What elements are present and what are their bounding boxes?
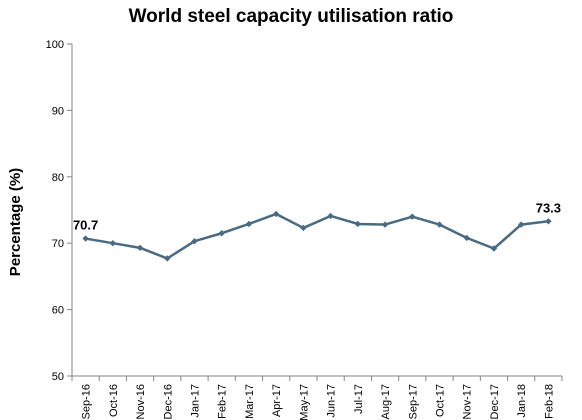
data-point-marker — [490, 245, 498, 252]
x-tick-label: Dec-16 — [162, 384, 174, 419]
data-point-marker — [300, 224, 307, 232]
x-tick-label: Jun-17 — [326, 384, 338, 418]
y-axis-title: Percentage (%) — [7, 168, 24, 276]
x-tick-label: Apr-17 — [271, 384, 283, 417]
data-point-marker — [436, 221, 443, 228]
x-tick-label: Nov-17 — [462, 384, 474, 419]
x-tick-label: Jan-18 — [516, 384, 528, 418]
x-tick-label: Sep-17 — [407, 384, 419, 419]
x-tick-label: Jul-17 — [353, 384, 365, 414]
data-point-marker — [109, 240, 117, 247]
data-point-marker — [354, 220, 362, 228]
x-tick-label: Oct-17 — [435, 384, 447, 417]
y-tick-label: 80 — [52, 172, 64, 184]
data-point-marker — [272, 210, 280, 218]
y-tick-label: 70 — [52, 238, 64, 250]
data-point-marker — [409, 213, 416, 220]
x-tick-label: Nov-16 — [135, 384, 147, 419]
series-line — [85, 212, 549, 260]
chart-title: World steel capacity utilisation ratio — [128, 6, 454, 27]
data-label: 70.7 — [73, 218, 98, 233]
x-tick-label: Oct-16 — [108, 384, 120, 417]
data-point-marker — [164, 255, 171, 262]
y-tick-label: 90 — [52, 105, 64, 117]
x-tick-label: Feb-18 — [543, 384, 555, 419]
x-tick-label: Feb-17 — [217, 384, 229, 419]
x-tick-label: Jan-17 — [190, 384, 202, 418]
data-point-marker — [136, 244, 144, 252]
data-point-marker — [327, 212, 334, 220]
x-tick-label: Aug-17 — [380, 384, 392, 419]
data-point-marker — [245, 220, 253, 228]
y-tick-label: 100 — [46, 39, 64, 51]
y-tick-label: 50 — [52, 371, 64, 383]
y-tick-label: 60 — [52, 305, 64, 317]
data-point-marker — [218, 230, 225, 237]
x-tick-label: May-17 — [298, 384, 310, 420]
data-point-marker — [545, 218, 552, 225]
data-point-marker — [82, 235, 89, 242]
x-tick-label: Dec-17 — [489, 384, 501, 419]
data-point-marker — [463, 234, 470, 242]
data-point-marker — [381, 221, 389, 228]
x-tick-label: Sep-16 — [81, 384, 93, 419]
data-point-marker — [191, 238, 198, 245]
x-tick-label: Mar-17 — [244, 384, 256, 419]
data-point-marker — [517, 221, 525, 228]
data-label: 73.3 — [536, 200, 561, 215]
